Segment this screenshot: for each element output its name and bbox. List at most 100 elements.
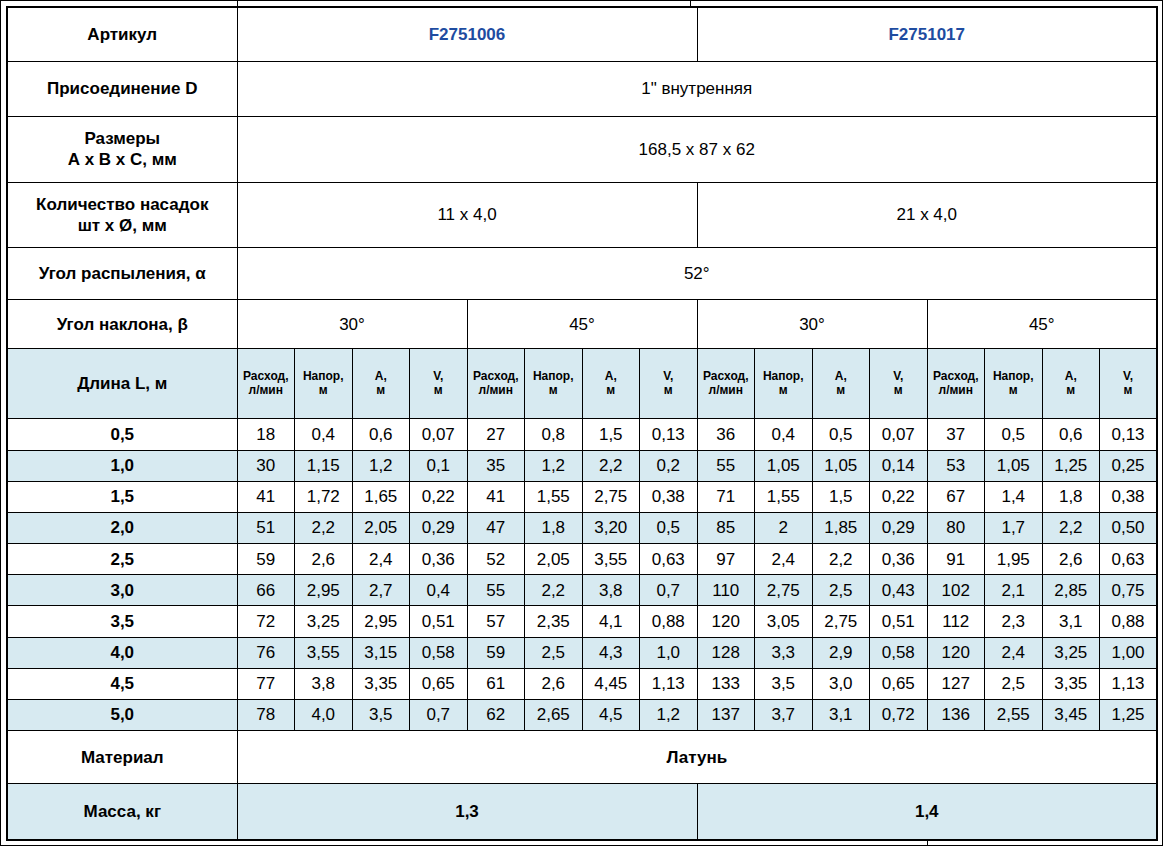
column-subheader: V,м: [410, 349, 468, 419]
data-cell: 3,35: [1042, 668, 1100, 699]
subheader-line1: V,: [663, 369, 673, 383]
data-cell: 2,75: [582, 481, 640, 512]
data-cell: 0,58: [870, 637, 928, 668]
length-cell: 1,5: [7, 481, 237, 512]
subheader-line1: Напор,: [763, 369, 804, 383]
connection-value: 1" внутренняя: [237, 62, 1157, 117]
subheader-line2: л/мин: [249, 383, 283, 397]
data-cell: 2,2: [812, 544, 870, 575]
data-cell: 1,85: [812, 512, 870, 543]
data-cell: 66: [237, 575, 295, 606]
data-cell: 51: [237, 512, 295, 543]
data-cell: 136: [927, 699, 985, 730]
column-subheader: А,м: [352, 349, 410, 419]
row-material: Материал Латунь: [7, 731, 1157, 784]
column-subheader: Напор,м: [295, 349, 353, 419]
data-cell: 3,25: [1042, 637, 1100, 668]
data-cell: 3,35: [352, 668, 410, 699]
mass-label: Масса, кг: [7, 784, 237, 840]
subheader-line2: м: [664, 383, 673, 397]
subheader-line1: А,: [605, 369, 617, 383]
column-subheader: Напор,м: [755, 349, 813, 419]
data-cell: 0,4: [410, 575, 468, 606]
data-cell: 1,55: [525, 481, 583, 512]
subheader-line2: м: [894, 383, 903, 397]
data-cell: 0,63: [1100, 544, 1158, 575]
data-cell: 0,07: [870, 419, 928, 450]
table-row: 4,0763,553,150,58592,54,31,01283,32,90,5…: [7, 637, 1157, 668]
row-dimensions: Размеры А х В х С, мм 168,5 х 87 х 62: [7, 116, 1157, 182]
subheader-line1: Расход,: [703, 369, 749, 383]
subheader-line1: А,: [1065, 369, 1077, 383]
data-cell: 2,5: [985, 668, 1043, 699]
data-cell: 47: [467, 512, 525, 543]
data-cell: 0,88: [1100, 606, 1158, 637]
data-cell: 0,5: [812, 419, 870, 450]
data-cell: 137: [697, 699, 755, 730]
data-cell: 1,13: [640, 668, 698, 699]
data-cell: 3,55: [295, 637, 353, 668]
table-row: 5,0784,03,50,7622,654,51,21373,73,10,721…: [7, 699, 1157, 730]
column-subheader: V,м: [870, 349, 928, 419]
data-cell: 2,4: [352, 544, 410, 575]
data-cell: 4,45: [582, 668, 640, 699]
data-cell: 2,2: [582, 450, 640, 481]
data-cell: 1,05: [985, 450, 1043, 481]
data-cell: 1,55: [755, 481, 813, 512]
data-cell: 2,9: [812, 637, 870, 668]
data-cell: 0,51: [870, 606, 928, 637]
data-cell: 1,72: [295, 481, 353, 512]
data-cell: 0,29: [410, 512, 468, 543]
data-cell: 2,65: [525, 699, 583, 730]
data-cell: 0,65: [870, 668, 928, 699]
data-cell: 1,25: [1100, 699, 1158, 730]
data-cell: 2,7: [352, 575, 410, 606]
length-cell: 2,5: [7, 544, 237, 575]
subheader-line2: м: [1124, 383, 1133, 397]
tilt-angle-value-4: 45°: [927, 300, 1157, 349]
nozzles-value-1: 11 х 4,0: [237, 182, 697, 248]
row-article: Артикул F2751006 F2751017: [7, 7, 1157, 62]
data-cell: 4,0: [295, 699, 353, 730]
crop-artifact-line: [237, 1, 238, 7]
data-cell: 0,63: [640, 544, 698, 575]
column-subheader: Расход,л/мин: [467, 349, 525, 419]
nozzles-label-line1: Количество насадок: [36, 195, 208, 214]
data-cell: 0,72: [870, 699, 928, 730]
data-cell: 0,1: [410, 450, 468, 481]
data-cell: 0,38: [1100, 481, 1158, 512]
data-cell: 59: [237, 544, 295, 575]
subheader-line1: А,: [835, 369, 847, 383]
data-cell: 1,15: [295, 450, 353, 481]
data-cell: 0,4: [295, 419, 353, 450]
data-cell: 3,3: [755, 637, 813, 668]
column-subheader: А,м: [812, 349, 870, 419]
data-cell: 3,45: [1042, 699, 1100, 730]
data-cell: 2,5: [525, 637, 583, 668]
data-cell: 3,05: [755, 606, 813, 637]
tilt-angle-value-1: 30°: [237, 300, 467, 349]
data-cell: 0,5: [985, 419, 1043, 450]
subheader-line1: V,: [893, 369, 903, 383]
data-cell: 2,6: [1042, 544, 1100, 575]
length-cell: 2,0: [7, 512, 237, 543]
table-row: 3,0662,952,70,4552,23,80,71102,752,50,43…: [7, 575, 1157, 606]
nozzles-value-2: 21 х 4,0: [697, 182, 1157, 248]
data-cell: 3,1: [812, 699, 870, 730]
data-cell: 1,8: [1042, 481, 1100, 512]
crop-artifact-line: [690, 1, 691, 7]
subheader-line1: V,: [1123, 369, 1133, 383]
connection-label: Присоединение D: [7, 62, 237, 117]
data-cell: 0,8: [525, 419, 583, 450]
data-cell: 1,05: [755, 450, 813, 481]
data-cell: 52: [467, 544, 525, 575]
data-cell: 0,4: [755, 419, 813, 450]
article-number-1: F2751006: [237, 7, 697, 62]
row-tilt-angle: Угол наклона, β 30° 45° 30° 45°: [7, 300, 1157, 349]
nozzles-label: Количество насадок шт х Ø, мм: [7, 182, 237, 248]
table-row: 4,5773,83,350,65612,64,451,131333,53,00,…: [7, 668, 1157, 699]
data-cell: 133: [697, 668, 755, 699]
data-cell: 3,0: [812, 668, 870, 699]
data-cell: 2: [755, 512, 813, 543]
subheader-line2: м: [376, 383, 385, 397]
